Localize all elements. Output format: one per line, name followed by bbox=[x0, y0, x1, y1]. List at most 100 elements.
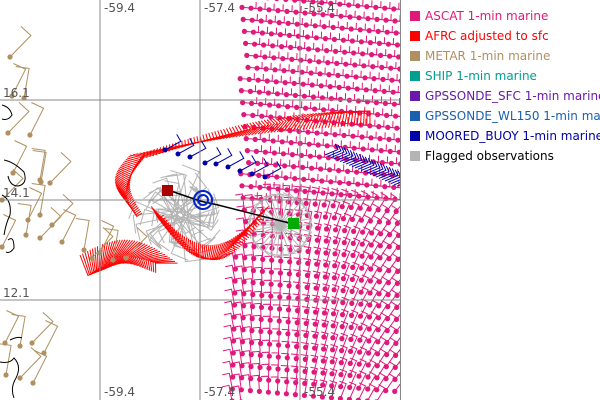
moored-buoy-barb bbox=[342, 151, 357, 164]
metar-barb bbox=[7, 25, 32, 60]
ascat-barb bbox=[392, 18, 400, 24]
afrc-barb bbox=[305, 113, 314, 130]
flagged-barb bbox=[170, 220, 184, 248]
metar-barb bbox=[31, 183, 46, 218]
afrc-barb bbox=[346, 111, 354, 127]
afrc-barb bbox=[147, 257, 171, 271]
legend-item[interactable]: GPSSONDE_WL150 1-min marine bbox=[410, 106, 600, 126]
legend-item[interactable]: MOORED_BUOY 1-min marine bbox=[410, 126, 600, 146]
ascat-barb bbox=[348, 309, 359, 330]
legend-swatch-icon bbox=[410, 31, 420, 41]
afrc-barb bbox=[292, 114, 302, 131]
afrc-barb bbox=[136, 249, 158, 268]
ascat-barb bbox=[223, 324, 237, 344]
ascat-barb bbox=[319, 367, 328, 388]
metar-barb bbox=[5, 101, 30, 136]
legend-swatch-icon bbox=[410, 51, 420, 61]
ascat-barb bbox=[320, 355, 329, 376]
afrc-barb bbox=[115, 175, 131, 185]
afrc-barb bbox=[237, 228, 247, 244]
moored-buoy-observations bbox=[162, 134, 400, 187]
ascat-barb bbox=[389, 77, 400, 83]
ascat-barb bbox=[322, 271, 331, 292]
afrc-barb bbox=[241, 122, 255, 137]
afrc-barb bbox=[302, 113, 311, 130]
legend: ASCAT 1-min marine AFRC adjusted to sfc ME… bbox=[410, 6, 600, 166]
afrc-barb bbox=[340, 111, 348, 127]
ascat-barb bbox=[323, 223, 332, 244]
ascat-barb bbox=[261, 375, 271, 395]
ascat-barb bbox=[395, 267, 400, 274]
afrc-barb bbox=[213, 244, 221, 260]
moored-buoy-barb bbox=[162, 134, 182, 153]
afrc-barb bbox=[181, 234, 191, 250]
wind-observation-map[interactable]: -59.4 -57.4 -55.4 -59.4 -57.4 -55.4 16.1… bbox=[0, 0, 401, 400]
metar-observations bbox=[0, 25, 148, 386]
lon-label: -59.4 bbox=[104, 1, 135, 15]
ascat-barb bbox=[340, 272, 350, 294]
afrc-barb bbox=[228, 125, 243, 139]
ascat-barb bbox=[393, 314, 400, 334]
metar-barb bbox=[27, 102, 45, 138]
afrc-barb bbox=[157, 212, 170, 227]
afrc-barb bbox=[225, 238, 233, 255]
ascat-barb bbox=[349, 285, 360, 306]
flagged-barb bbox=[180, 196, 218, 222]
legend-item[interactable]: METAR 1-min marine bbox=[410, 46, 600, 66]
afrc-barb bbox=[286, 115, 296, 132]
ascat-barb bbox=[323, 247, 331, 268]
ascat-barb bbox=[393, 314, 400, 322]
coastline bbox=[0, 104, 26, 399]
legend-swatch-icon bbox=[410, 11, 420, 21]
afrc-barb bbox=[232, 124, 246, 138]
ascat-barb bbox=[384, 29, 400, 35]
metar-barb bbox=[37, 206, 62, 241]
legend-item[interactable]: GPSSONDE_SFC 1-min marine bbox=[410, 86, 600, 106]
moored-buoy-barb bbox=[324, 143, 339, 156]
ascat-barb bbox=[234, 289, 247, 309]
ascat-barb bbox=[339, 320, 349, 342]
ascat-barb bbox=[394, 279, 400, 286]
ascat-barb bbox=[313, 246, 322, 267]
afrc-barb bbox=[145, 255, 168, 271]
legend-item[interactable]: Flagged observations bbox=[410, 146, 600, 166]
afrc-barb bbox=[311, 113, 319, 129]
metar-barb bbox=[2, 310, 20, 346]
ascat-barb bbox=[396, 54, 400, 60]
ascat-barb bbox=[313, 258, 321, 279]
ascat-barb bbox=[395, 256, 400, 262]
afrc-barb bbox=[197, 243, 205, 258]
afrc-barb bbox=[117, 239, 133, 264]
ascat-barb bbox=[331, 272, 341, 293]
afrc-barb bbox=[225, 125, 240, 139]
afrc-barb bbox=[127, 155, 143, 163]
legend-item[interactable]: SHIP 1-min marine bbox=[410, 66, 600, 86]
legend-item[interactable]: AFRC adjusted to sfc bbox=[410, 26, 600, 46]
afrc-barb bbox=[154, 262, 178, 273]
afrc-barb bbox=[228, 236, 237, 252]
afrc-barb bbox=[133, 150, 149, 158]
ascat-barb bbox=[385, 41, 400, 47]
legend-label: GPSSONDE_SFC 1-min marine bbox=[425, 89, 600, 103]
afrc-barb bbox=[335, 111, 342, 128]
ascat-barb bbox=[388, 65, 400, 71]
legend-item[interactable]: ASCAT 1-min marine bbox=[410, 6, 600, 26]
moored-buoy-barb bbox=[175, 138, 195, 157]
ascat-barb bbox=[302, 186, 310, 206]
ascat-barb bbox=[393, 30, 400, 36]
flagged-barb bbox=[170, 170, 187, 211]
metar-barb bbox=[10, 140, 28, 176]
ascat-barb bbox=[338, 368, 348, 390]
flagged-barb bbox=[178, 220, 216, 250]
afrc-barb bbox=[257, 119, 270, 135]
afrc-barb bbox=[221, 240, 229, 257]
ascat-barb bbox=[348, 297, 359, 318]
afrc-barb bbox=[323, 112, 331, 128]
ascat-barb bbox=[397, 161, 400, 167]
ascat-barb bbox=[312, 270, 321, 291]
ascat-barb bbox=[347, 369, 357, 390]
ascat-barb bbox=[365, 383, 376, 400]
ascat-barb bbox=[388, 160, 400, 166]
metar-barb bbox=[0, 214, 17, 250]
